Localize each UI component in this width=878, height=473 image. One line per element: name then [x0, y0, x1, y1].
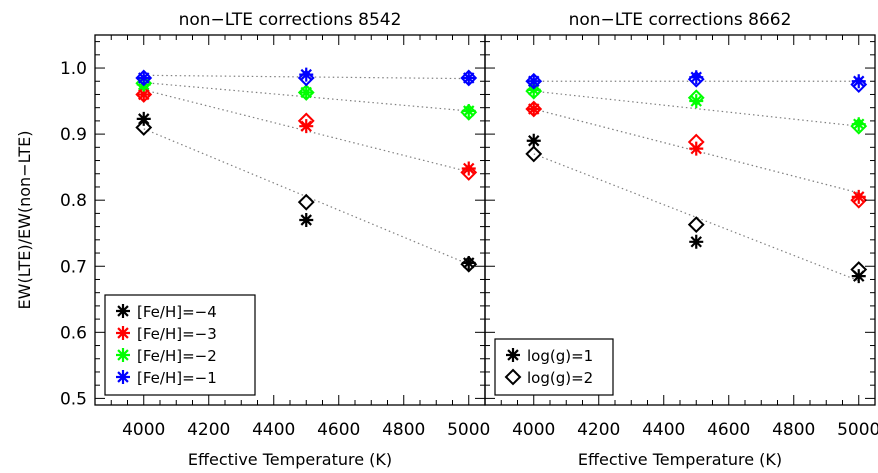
fit-line: [533, 90, 859, 127]
legend-label: log(g)=2: [527, 369, 593, 387]
data-point-asterisk: [136, 111, 151, 126]
data-point-diamond: [525, 145, 543, 163]
data-point-diamond: [297, 112, 315, 130]
x-tick-label: 4800: [772, 420, 815, 440]
panel-8542: non−LTE corrections 8542 4000 4200 4400 4600…: [15, 10, 490, 469]
legend-marker-asterisk: [116, 348, 130, 362]
data-point-diamond: [135, 86, 153, 103]
data-point-asterisk: [136, 87, 151, 102]
y-tick-label: 1.0: [60, 59, 87, 79]
data-point-asterisk: [461, 103, 476, 118]
chart-title: non−LTE corrections 8542: [179, 10, 402, 30]
data-point-asterisk: [299, 85, 314, 100]
data-point-diamond: [850, 261, 868, 278]
legend-marker-diamond: [504, 368, 522, 386]
data-point-diamond: [460, 69, 478, 87]
data-point-diamond: [460, 164, 478, 181]
data-point-asterisk: [526, 133, 541, 148]
data-point-diamond: [850, 191, 868, 209]
data-point-diamond: [135, 119, 153, 136]
x-tick-label: 4400: [642, 420, 685, 440]
x-tick-label: 4000: [512, 420, 555, 440]
x-tick-label: 5000: [447, 420, 490, 440]
legend-marker-asterisk: [116, 326, 130, 340]
data-point-diamond: [525, 72, 543, 90]
data-point-diamond: [850, 76, 868, 93]
data-point-diamond: [850, 117, 868, 135]
data-point-diamond: [460, 103, 478, 121]
data-point-asterisk: [299, 67, 314, 82]
data-point-diamond: [687, 70, 705, 88]
data-point-asterisk: [526, 74, 541, 89]
x-tick-label: 4600: [317, 420, 360, 440]
data-point-asterisk: [851, 189, 866, 204]
data-point-asterisk: [136, 70, 151, 85]
legend-label: [Fe/H]=−2: [137, 347, 217, 365]
data-point-diamond: [687, 89, 705, 107]
data-point-asterisk: [526, 82, 541, 97]
y-tick-label: 0.8: [60, 191, 87, 211]
data-point-diamond: [687, 216, 705, 234]
x-tick-label: 4200: [577, 420, 620, 440]
legend-label: [Fe/H]=−4: [137, 303, 217, 321]
data-point-asterisk: [851, 74, 866, 89]
data-point-diamond: [297, 69, 315, 87]
data-point-asterisk: [689, 94, 704, 109]
data-point-diamond: [297, 84, 315, 101]
legend: log(g)=1 log(g)=2: [494, 338, 614, 396]
x-axis-label: Effective Temperature (K): [578, 450, 782, 469]
legend-label: [Fe/H]=−1: [137, 369, 217, 387]
data-point-diamond: [525, 82, 543, 100]
data-point-asterisk: [689, 70, 704, 85]
data-point-asterisk: [299, 213, 314, 227]
data-point-asterisk: [526, 102, 541, 116]
legend-label: log(g)=1: [527, 347, 593, 365]
y-axis-label: EW(LTE)/EW(non−LTE): [15, 131, 34, 310]
legend-label: [Fe/H]=−3: [137, 325, 217, 343]
data-point-asterisk: [851, 117, 866, 132]
x-tick-label: 4000: [122, 420, 165, 440]
y-tick-label: 0.9: [60, 125, 87, 145]
data-point-asterisk: [461, 70, 476, 85]
x-axis-label: Effective Temperature (K): [188, 450, 392, 469]
data-point-diamond: [525, 100, 543, 118]
data-point-diamond: [135, 69, 153, 87]
data-point-diamond: [460, 255, 478, 273]
data-point-asterisk: [461, 161, 476, 176]
data-point-asterisk: [299, 119, 314, 134]
data-point-asterisk: [461, 255, 476, 270]
legend-marker-asterisk: [506, 348, 520, 362]
y-tick-label: 0.7: [60, 257, 87, 277]
legend-marker-asterisk: [116, 370, 130, 384]
panel-8662: non−LTE corrections 8662 4000 4200 4400 4600…: [484, 10, 878, 469]
x-tick-label: 4600: [707, 420, 750, 440]
data-point-diamond: [687, 133, 705, 151]
y-tick-label: 0.5: [60, 389, 87, 409]
x-tick-label: 4400: [252, 420, 295, 440]
data-point-diamond: [297, 193, 315, 211]
legend-box: [494, 338, 614, 396]
x-tick-label: 5000: [837, 420, 878, 440]
chart-title: non−LTE corrections 8662: [569, 10, 792, 30]
x-tick-label: 4800: [382, 420, 425, 440]
legend-marker-asterisk: [116, 304, 130, 318]
legend: [Fe/H]=−4 [Fe/H]=−3 [Fe/H]=−2 [Fe/H]=−1: [104, 294, 256, 396]
y-tick-label: 0.6: [60, 323, 87, 343]
x-tick-label: 4200: [187, 420, 230, 440]
data-point-asterisk: [689, 234, 704, 249]
